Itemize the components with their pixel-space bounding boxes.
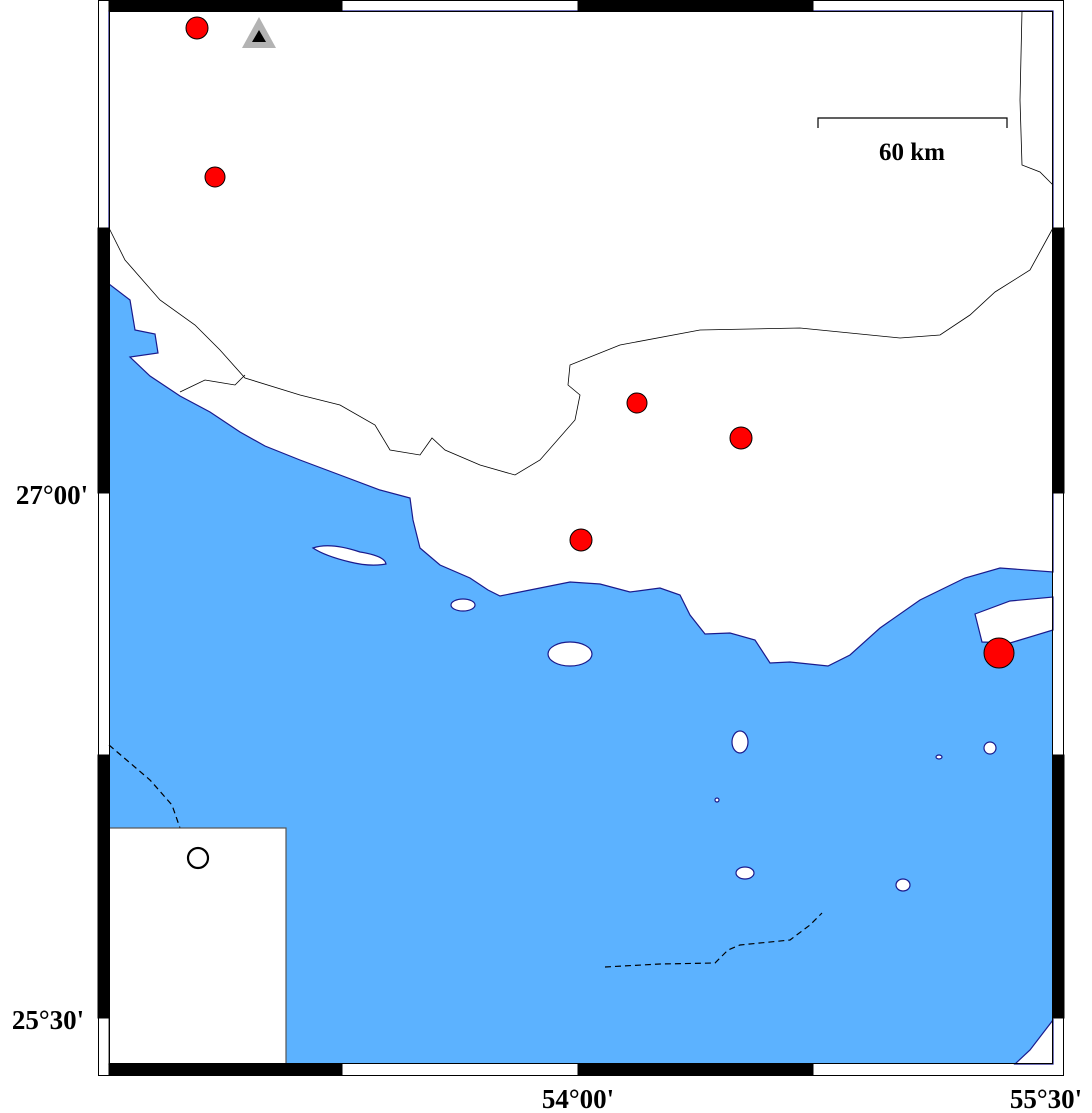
map-frame: [97, 0, 1065, 1076]
island: [895, 878, 911, 892]
island: [735, 866, 755, 880]
scale-bar: [817, 117, 1008, 128]
island: [983, 741, 997, 755]
island: [450, 598, 476, 612]
scale-bar-label: 60 km: [879, 139, 945, 166]
earthquake-events: [185, 16, 1015, 669]
lat-label: 25°30': [12, 1005, 84, 1035]
island: [311, 545, 387, 566]
island: [547, 641, 593, 667]
event-circle-icon[interactable]: [983, 637, 1015, 669]
event-circle-icon[interactable]: [185, 16, 209, 40]
event-circle-icon[interactable]: [569, 528, 593, 552]
event-circle-icon[interactable]: [204, 166, 226, 188]
islands: [311, 545, 1054, 1065]
maritime-boundary: [108, 744, 823, 968]
lon-label: 55°30': [1010, 1084, 1082, 1113]
island: [935, 754, 943, 760]
province-borders: [108, 10, 1054, 476]
open-circle-icon: [186, 846, 210, 870]
event-circle-icon[interactable]: [729, 426, 753, 450]
station-inner-triangle-icon: [252, 30, 266, 42]
land-mass: [108, 10, 1054, 667]
lon-label: 54°00': [542, 1084, 614, 1113]
island: [714, 797, 720, 803]
lat-label: 27°00': [16, 480, 88, 510]
island: [731, 730, 749, 754]
event-circle-icon[interactable]: [626, 392, 648, 414]
